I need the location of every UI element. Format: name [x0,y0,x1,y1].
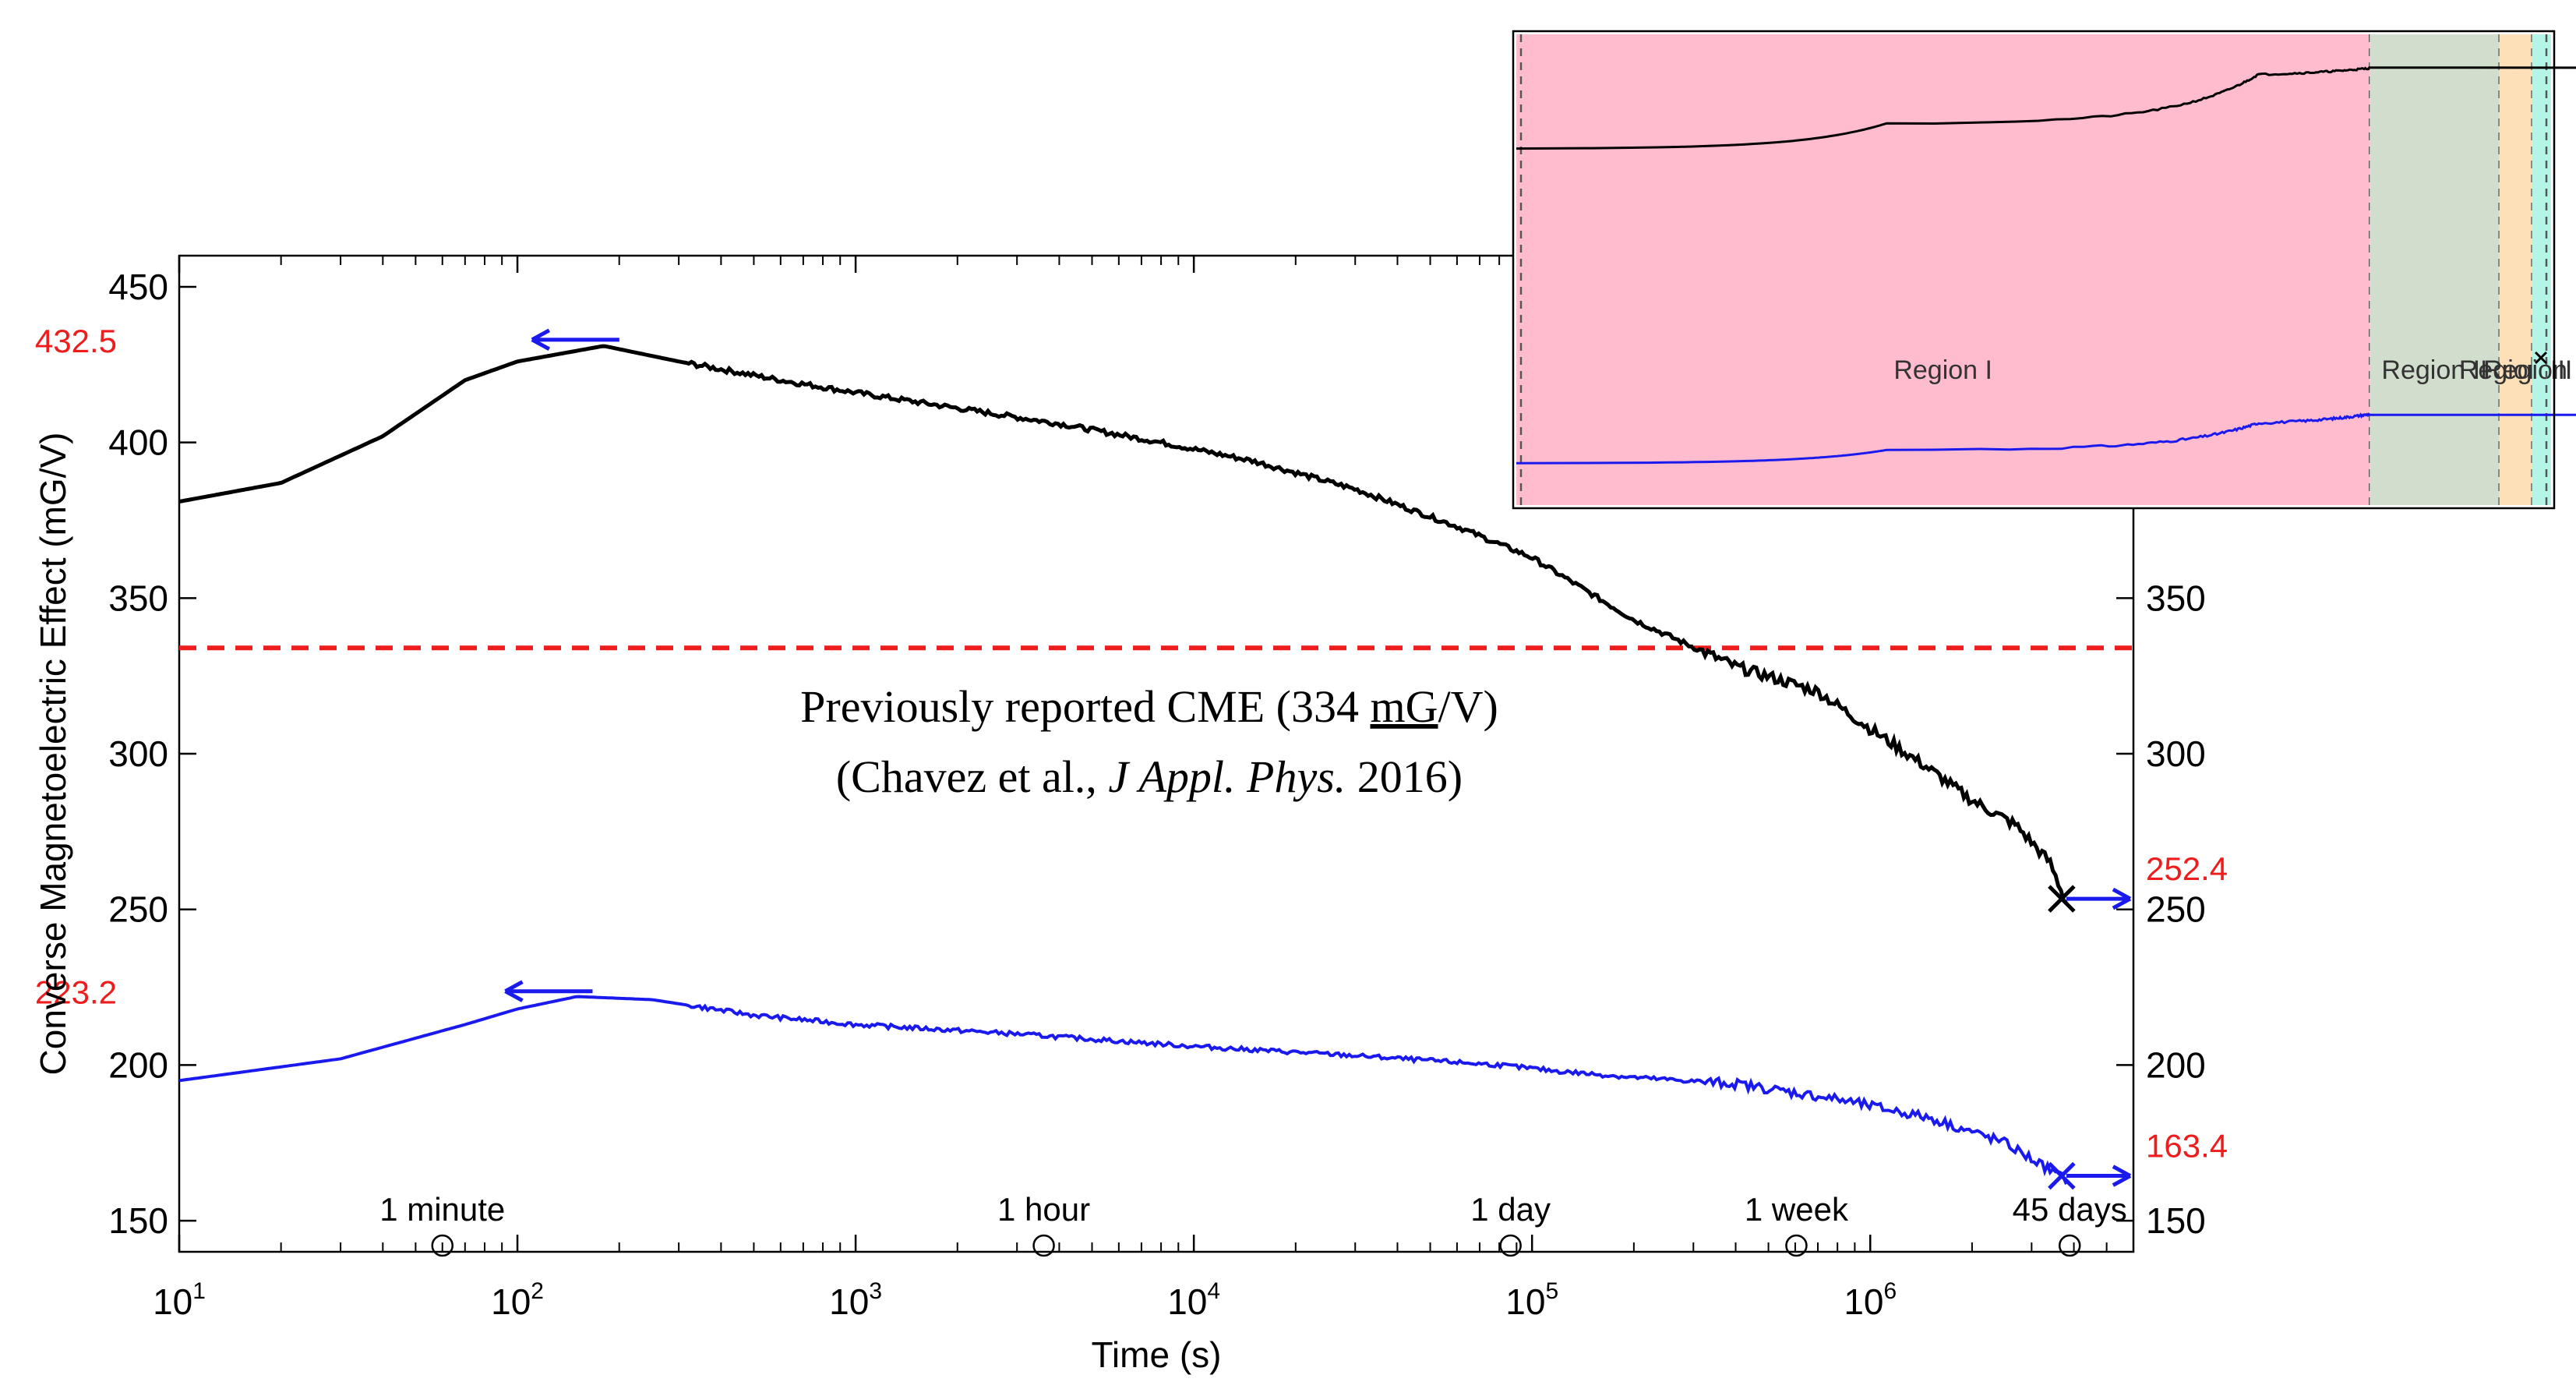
y-tick-label-right: 350 [2146,578,2206,618]
annotation-line-2: (Chavez et al., J Appl. Phys. 2016) [836,751,1463,802]
peak-arrow-head [531,328,551,352]
x-tick-base: 10 [153,1281,192,1322]
end-arrow-head [2112,887,2132,910]
time-marker-label: 1 week [1745,1191,1849,1228]
blue-series-line [178,995,2068,1185]
x-tick-base: 10 [1844,1281,1883,1322]
x-tick-base: 10 [491,1281,531,1322]
reference-annotation: Previously reported CME (334 mG/V) (Chav… [800,681,1498,802]
time-marker-circle [2058,1234,2081,1257]
x-tick-label: 106 [1844,1278,1897,1322]
inset-region-band [2370,34,2500,505]
x-tick-label: 105 [1505,1278,1558,1322]
time-marker-circle [1785,1234,1808,1257]
x-tick-base: 10 [1167,1281,1207,1322]
inset-region-label: Region IV [2483,355,2576,385]
x-tick-exponent: 4 [1207,1278,1220,1304]
inset-region-label: Region II [2381,355,2487,385]
end-arrow-head [2112,1165,2132,1187]
annotation-text-1: Previously reported CME (334 [800,681,1370,732]
peak-value-label: 223.2 [35,974,117,1011]
data-markers: 432.5 252.4 223.2 163.4 1 minute 1 hour 1 day 1… [35,323,2228,1257]
x-tick-exponent: 2 [531,1278,544,1304]
peak-arrow-head [504,980,524,1002]
time-marker-circle [1499,1234,1522,1257]
y-tick-label-left: 400 [108,422,168,463]
y-tick-label-left: 200 [108,1044,168,1085]
inset-black-line [1516,66,2576,150]
y-axis-label: Converse Magnetoelectric Effect (mG/V) [33,433,73,1076]
time-marker-label: 45 days [2013,1191,2127,1228]
end-x-marker [2048,885,2076,913]
x-tick-exponent: 6 [1883,1278,1897,1304]
x-tick-label: 103 [829,1278,882,1322]
time-marker-label: 1 hour [997,1191,1090,1228]
annotation-journal: J Appl. Phys. [1108,751,1346,802]
x-tick-exponent: 3 [869,1278,882,1304]
y-tick-label-left: 450 [108,267,168,307]
end-value-label: 163.4 [2146,1128,2228,1165]
time-marker-label: 1 minute [379,1191,505,1228]
x-tick-exponent: 1 [192,1278,206,1304]
y-tick-label-right: 200 [2146,1044,2206,1085]
annotation-text-2b: 2016) [1346,751,1463,802]
inset-region-band [2499,34,2532,505]
y-tick-label-left: 250 [108,889,168,930]
inset-blue-line [1516,412,2576,465]
y-tick-label-right: 150 [2146,1200,2206,1241]
x-tick-base: 10 [1505,1281,1545,1322]
x-axis-label: Time (s) [1092,1334,1222,1375]
y-tick-label-right: 250 [2146,889,2206,930]
inset-region-band [2532,34,2551,505]
inset-region-label: Region I [1893,355,1992,385]
inset-frame [1512,30,2556,510]
annotation-text-1-end: /V) [1438,681,1498,732]
time-marker-label: 1 day [1470,1191,1551,1228]
x-tick-exponent: 5 [1545,1278,1558,1304]
annotation-line-1: Previously reported CME (334 mG/V) [800,681,1498,732]
time-marker-circle [431,1234,454,1257]
time-marker-circle [1032,1234,1055,1257]
axis-ticks: 101 102 103 104 105 1061502002503003504004501… [108,256,2206,1322]
y-tick-label-left: 350 [108,578,168,618]
x-tick-label: 101 [153,1278,206,1322]
black-series-line [178,344,2068,905]
x-tick-base: 10 [829,1281,869,1322]
inset-end-marker [2534,351,2548,365]
peak-value-label: 432.5 [35,323,117,359]
inset-region-band [1516,34,2370,505]
y-tick-label-right: 300 [2146,733,2206,774]
end-x-marker [2048,1161,2076,1190]
annotation-text-2a: (Chavez et al., [836,751,1108,802]
y-tick-label-left: 150 [108,1200,168,1241]
annotation-unit: mG [1371,681,1438,732]
x-tick-label: 102 [491,1278,544,1322]
y-tick-label-left: 300 [108,733,168,774]
x-tick-label: 104 [1167,1278,1220,1322]
end-value-label: 252.4 [2146,850,2228,887]
